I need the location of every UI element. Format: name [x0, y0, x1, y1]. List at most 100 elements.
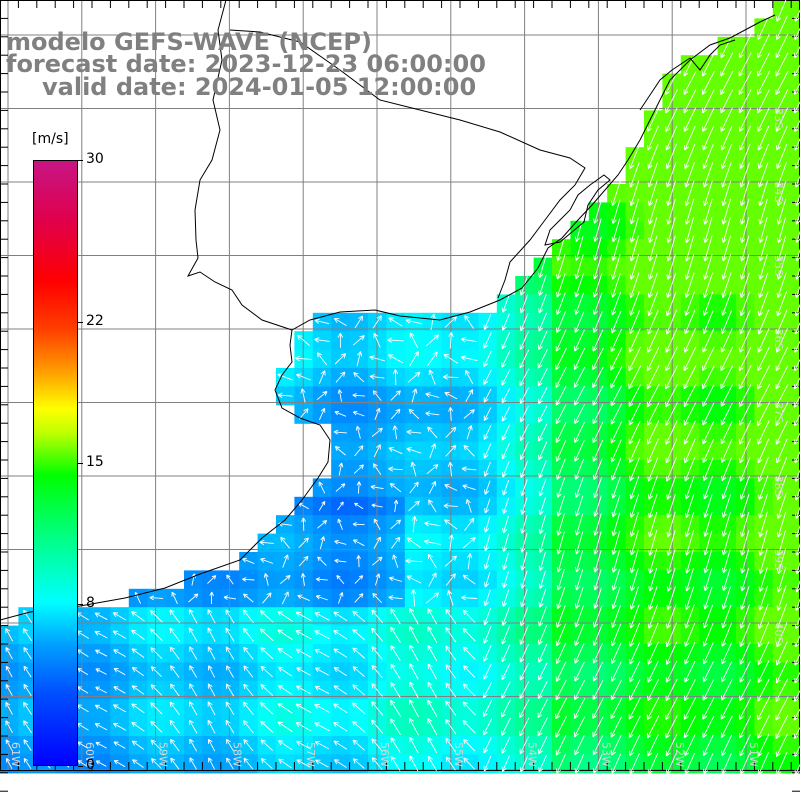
- wind-vector-arrow: [317, 556, 327, 566]
- wind-vector-arrow: [629, 291, 640, 316]
- wind-vector-arrow: [208, 665, 216, 678]
- wind-vector-arrow: [409, 663, 419, 680]
- wind-vector-arrow: [538, 754, 548, 773]
- wind-vector-arrow: [611, 236, 621, 261]
- wind-vector-arrow: [259, 539, 274, 546]
- wind-vector-arrow: [592, 623, 603, 646]
- title-model: modelo GEFS-WAVE (NCEP): [6, 28, 372, 56]
- latitude-label: 38S: [772, 476, 785, 497]
- longitude-label: 58W: [230, 742, 243, 767]
- wind-vector-arrow: [684, 679, 696, 701]
- wind-vector-arrow: [520, 479, 528, 497]
- wind-speed-cell: [791, 331, 800, 351]
- wind-vector-arrow: [242, 720, 254, 734]
- colorbar-tick-label: 8: [86, 595, 95, 612]
- wind-vector-arrow: [427, 608, 438, 625]
- wind-vector-arrow: [465, 389, 474, 402]
- wind-vector-arrow: [538, 460, 547, 479]
- wind-vector-arrow: [740, 530, 750, 556]
- longitude-label: 51W: [747, 742, 760, 767]
- wind-vector-arrow: [429, 443, 437, 459]
- wind-vector-arrow: [333, 629, 348, 640]
- wind-vector-arrow: [95, 649, 108, 657]
- wind-vector-arrow: [757, 603, 769, 630]
- wind-vector-arrow: [703, 180, 713, 207]
- wind-vector-arrow: [702, 642, 714, 665]
- wind-vector-arrow: [371, 683, 383, 697]
- wind-vector-arrow: [776, 548, 787, 575]
- wind-vector-arrow: [444, 316, 458, 328]
- wind-vectors: [5, 0, 800, 776]
- wind-vector-arrow: [411, 516, 418, 533]
- wind-vector-arrow: [611, 568, 621, 591]
- wind-vector-arrow: [501, 331, 511, 350]
- wind-speed-cell: [791, 570, 800, 590]
- wind-vector-arrow: [501, 313, 510, 331]
- wind-vector-arrow: [23, 701, 32, 715]
- wind-vector-arrow: [611, 476, 621, 499]
- wind-vector-arrow: [629, 604, 640, 629]
- wind-speed-cell: [791, 460, 800, 479]
- wind-vector-arrow: [298, 537, 309, 549]
- wind-vector-arrow: [355, 425, 361, 439]
- latitude-label: 40S: [772, 623, 785, 644]
- wind-vector-arrow: [628, 346, 642, 372]
- wind-vector-arrow: [131, 648, 145, 658]
- wind-vector-arrow: [483, 407, 492, 421]
- wind-vector-arrow: [519, 717, 530, 737]
- wind-vector-arrow: [685, 549, 694, 574]
- wind-vector-arrow: [519, 294, 529, 314]
- wind-vector-arrow: [794, 303, 800, 317]
- wind-vector-arrow: [501, 607, 510, 626]
- wind-vector-arrow: [464, 315, 474, 329]
- wind-vector-arrow: [592, 439, 604, 462]
- wind-vector-arrow: [371, 627, 384, 642]
- wind-vector-arrow: [739, 291, 751, 317]
- wind-vector-arrow: [390, 756, 401, 771]
- wind-vector-arrow: [574, 329, 585, 352]
- wind-vector-arrow: [592, 642, 604, 664]
- wind-vector-arrow: [592, 421, 604, 444]
- wind-vector-arrow: [392, 369, 399, 385]
- wind-vector-arrow: [628, 420, 641, 445]
- wind-vector-arrow: [647, 715, 660, 739]
- wind-vector-arrow: [593, 495, 602, 517]
- wind-vector-arrow: [445, 645, 457, 661]
- wind-vector-arrow: [775, 52, 789, 77]
- wind-vector-arrow: [170, 665, 180, 678]
- wind-vector-arrow: [776, 622, 788, 648]
- wind-vector-arrow: [447, 590, 454, 606]
- wind-vector-arrow: [795, 192, 800, 207]
- wind-vector-arrow: [354, 502, 364, 510]
- wind-vector-arrow: [5, 665, 13, 678]
- wind-vector-arrow: [23, 683, 32, 696]
- wind-vector-arrow: [369, 355, 385, 362]
- wind-vector-arrow: [740, 494, 750, 519]
- wind-vector-arrow: [592, 273, 603, 298]
- wind-vector-arrow: [684, 272, 695, 299]
- wind-vector-arrow: [794, 137, 800, 151]
- wind-vector-arrow: [300, 388, 306, 403]
- wind-vector-arrow: [574, 254, 584, 280]
- wind-vector-arrow: [720, 107, 733, 132]
- wind-speed-cell: [791, 73, 800, 93]
- wind-vector-arrow: [702, 162, 714, 188]
- wind-vector-arrow: [574, 292, 585, 315]
- wind-vector-arrow: [388, 317, 403, 327]
- wind-vector-arrow: [352, 720, 366, 733]
- wind-vector-arrow: [721, 272, 732, 299]
- wind-vector-arrow: [647, 660, 659, 683]
- wind-vector-arrow: [665, 696, 678, 721]
- wind-vector-arrow: [740, 586, 750, 610]
- wind-vector-arrow: [685, 567, 694, 592]
- wind-vector-arrow: [683, 402, 697, 426]
- wind-vector-arrow: [721, 734, 733, 756]
- wind-vector-arrow: [556, 753, 567, 774]
- wind-vector-arrow: [775, 365, 789, 390]
- wind-vector-arrow: [278, 666, 293, 677]
- wind-vector-arrow: [556, 531, 565, 555]
- wind-vector-arrow: [556, 495, 565, 517]
- wind-vector-arrow: [94, 612, 108, 621]
- wind-vector-arrow: [740, 548, 750, 574]
- wind-vector-arrow: [775, 383, 789, 408]
